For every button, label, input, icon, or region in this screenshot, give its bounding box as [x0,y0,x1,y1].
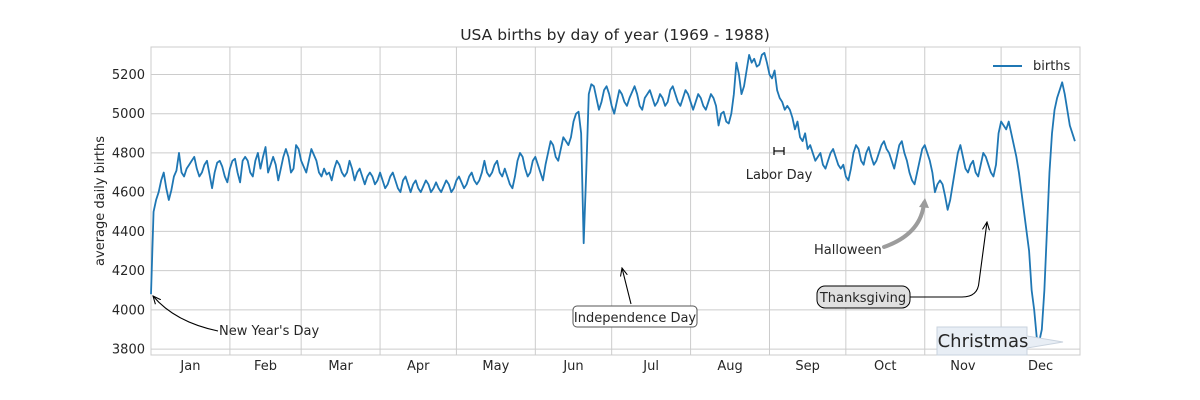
y-tick-label: 5200 [112,68,145,83]
y-tick-label: 4400 [112,225,145,240]
x-tick-label: Aug [717,359,742,374]
chart-title: USA births by day of year (1969 - 1988) [460,26,770,44]
y-axis-ticks: 3800 4000 4200 4400 4600 4800 5000 5200 [112,68,145,358]
x-tick-label: Jul [642,359,659,374]
christmas-callout [936,326,1064,356]
labor-day-bracket [773,147,785,155]
series-layer [150,51,1076,343]
halloween-arrow [882,201,926,249]
y-tick-label: 4800 [112,146,145,161]
x-tick-label: Sep [795,359,820,374]
halloween-arrowhead [919,198,929,208]
new-years-arrow [153,296,219,332]
x-tick-label: Jun [562,359,583,374]
x-tick-label: May [482,359,509,374]
labor-day-label: Labor Day [746,168,813,183]
annotations: New Year's Day Independence Day Labor Da… [153,147,1064,356]
halloween-label: Halloween [814,243,882,258]
x-tick-label: Jan [179,359,200,374]
y-tick-label: 4600 [112,186,145,201]
x-tick-label: Nov [950,359,976,374]
new-years-label: New Year's Day [219,324,319,339]
x-tick-label: Feb [254,359,277,374]
y-tick-label: 3800 [112,343,145,358]
y-tick-label: 4000 [112,303,145,318]
legend: births [993,59,1071,74]
y-axis-label: average daily births [93,136,108,266]
thanksgiving-label: Thanksgiving [819,291,906,306]
x-tick-label: Oct [874,359,896,374]
christmas-label: Christmas [938,331,1029,352]
independence-box [572,305,698,328]
independence-label: Independence Day [574,311,697,326]
x-tick-label: Apr [407,359,430,374]
thanksgiving-arrow [910,222,987,298]
x-tick-label: Dec [1028,359,1053,374]
y-tick-label: 5000 [112,107,145,122]
series-line-births [150,51,1076,343]
independence-arrow [622,268,632,305]
legend-label-births: births [1033,59,1071,74]
y-tick-label: 4200 [112,264,145,279]
x-tick-label: Mar [328,359,353,374]
x-axis-ticks: Jan Feb Mar Apr May Jun Jul Aug Sep Oct Nov Dec [179,359,1053,374]
